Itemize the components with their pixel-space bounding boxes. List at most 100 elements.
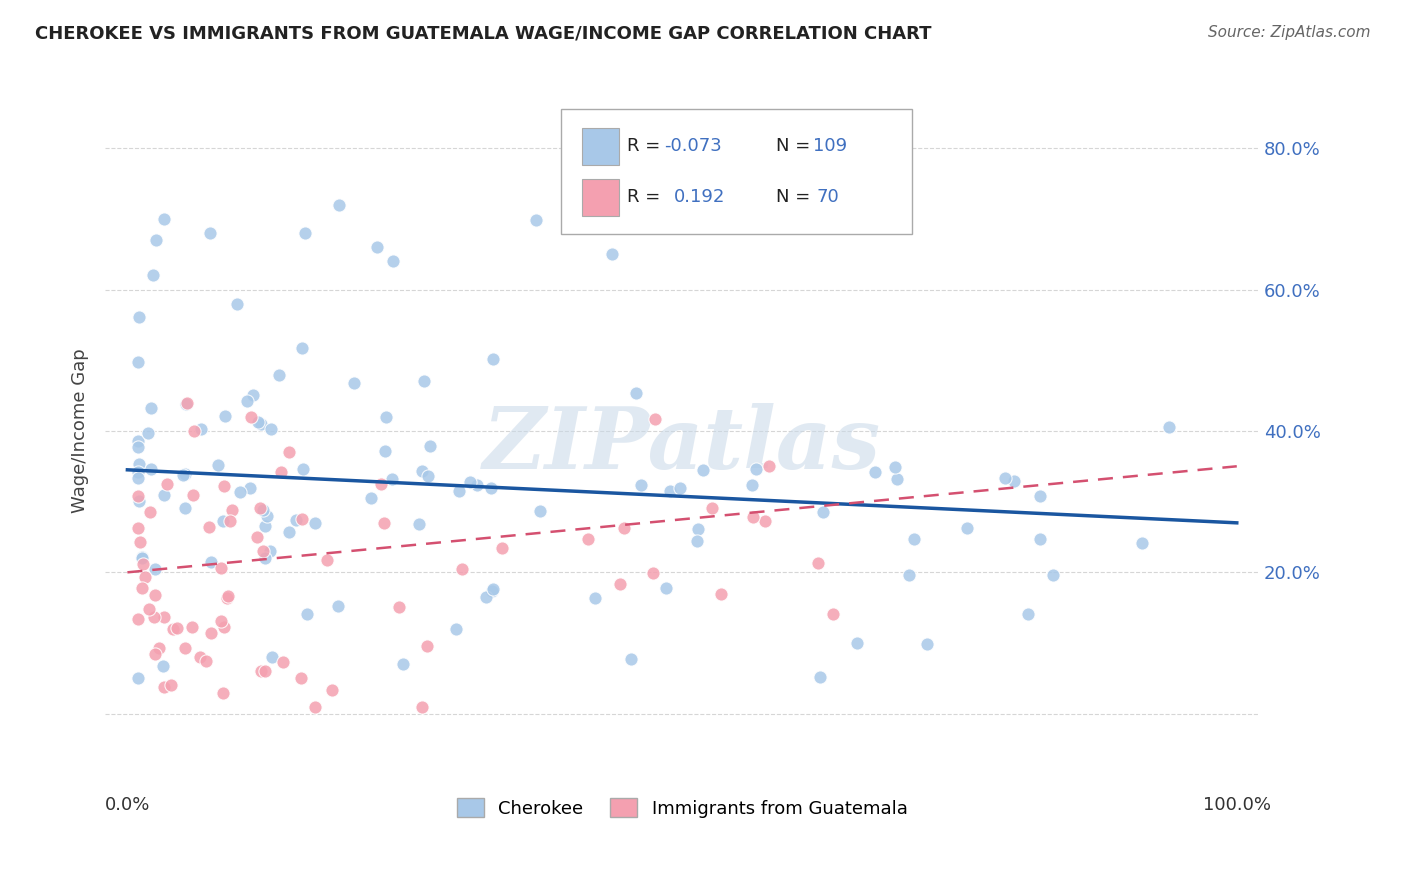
Point	[529, 504, 551, 518]
Point	[758, 458, 780, 473]
Point	[128, 612, 150, 626]
Point	[198, 520, 221, 534]
Point	[212, 478, 235, 492]
Point	[215, 591, 238, 605]
Point	[152, 609, 174, 624]
Point	[129, 534, 152, 549]
Point	[381, 472, 404, 486]
Point	[249, 501, 271, 516]
Point	[956, 521, 979, 535]
Point	[162, 622, 184, 636]
Point	[741, 478, 763, 492]
Point	[846, 636, 869, 650]
Point	[370, 476, 392, 491]
Point	[143, 588, 166, 602]
Point	[613, 521, 636, 535]
Point	[624, 385, 647, 400]
Point	[128, 457, 150, 471]
Point	[219, 514, 242, 528]
Point	[139, 505, 162, 519]
Point	[446, 622, 468, 636]
Point	[277, 524, 299, 539]
Point	[419, 439, 441, 453]
Point	[277, 445, 299, 459]
Point	[239, 482, 262, 496]
Point	[481, 583, 503, 598]
Point	[304, 699, 326, 714]
Point	[128, 672, 150, 686]
Point	[253, 519, 276, 533]
Point	[128, 440, 150, 454]
Point	[391, 657, 413, 672]
Text: N =: N =	[776, 137, 815, 155]
Point	[153, 488, 176, 502]
Point	[214, 409, 236, 424]
Point	[153, 211, 176, 226]
Text: 0.192: 0.192	[673, 188, 725, 206]
Point	[259, 544, 281, 558]
Point	[143, 647, 166, 661]
Point	[366, 240, 388, 254]
Point	[343, 376, 366, 390]
Point	[294, 226, 316, 240]
Point	[183, 424, 205, 438]
Point	[176, 395, 198, 409]
Point	[212, 514, 235, 528]
Point	[375, 409, 398, 424]
Point	[240, 409, 263, 424]
Point	[260, 422, 283, 436]
Point	[583, 591, 606, 606]
Point	[915, 637, 938, 651]
Point	[669, 481, 692, 495]
Point	[742, 510, 765, 524]
Text: -0.073: -0.073	[664, 137, 721, 155]
Point	[148, 640, 170, 655]
Point	[250, 417, 273, 431]
Point	[291, 341, 314, 355]
Point	[458, 475, 481, 490]
Point	[807, 557, 830, 571]
Point	[609, 577, 631, 591]
Point	[1042, 567, 1064, 582]
Point	[710, 587, 733, 601]
Point	[449, 483, 471, 498]
Point	[212, 620, 235, 634]
Point	[190, 422, 212, 436]
Point	[128, 520, 150, 534]
Point	[1017, 607, 1039, 621]
Point	[360, 491, 382, 505]
Point	[655, 581, 678, 595]
Point	[1029, 533, 1052, 547]
Point	[132, 557, 155, 571]
Point	[221, 503, 243, 517]
Point	[209, 560, 232, 574]
Point	[139, 462, 162, 476]
Point	[702, 501, 724, 516]
Point	[156, 477, 179, 491]
Point	[252, 503, 274, 517]
Point	[138, 425, 160, 440]
Point	[174, 501, 197, 516]
Point	[207, 458, 229, 473]
Legend: Cherokee, Immigrants from Guatemala: Cherokee, Immigrants from Guatemala	[450, 791, 915, 825]
Point	[292, 462, 315, 476]
Text: Source: ZipAtlas.com: Source: ZipAtlas.com	[1208, 25, 1371, 40]
Point	[600, 247, 623, 261]
Point	[416, 640, 439, 654]
Point	[262, 650, 284, 665]
Point	[166, 621, 188, 635]
Point	[412, 375, 434, 389]
Point	[128, 434, 150, 448]
Point	[250, 665, 273, 679]
Point	[328, 197, 350, 211]
Point	[811, 505, 834, 519]
Point	[381, 254, 404, 268]
Point	[285, 513, 308, 527]
Y-axis label: Wage/Income Gap: Wage/Income Gap	[72, 349, 89, 513]
Point	[886, 472, 908, 486]
Point	[128, 489, 150, 503]
Point	[465, 477, 488, 491]
Point	[229, 485, 252, 500]
Point	[254, 551, 277, 566]
Point	[226, 296, 249, 310]
